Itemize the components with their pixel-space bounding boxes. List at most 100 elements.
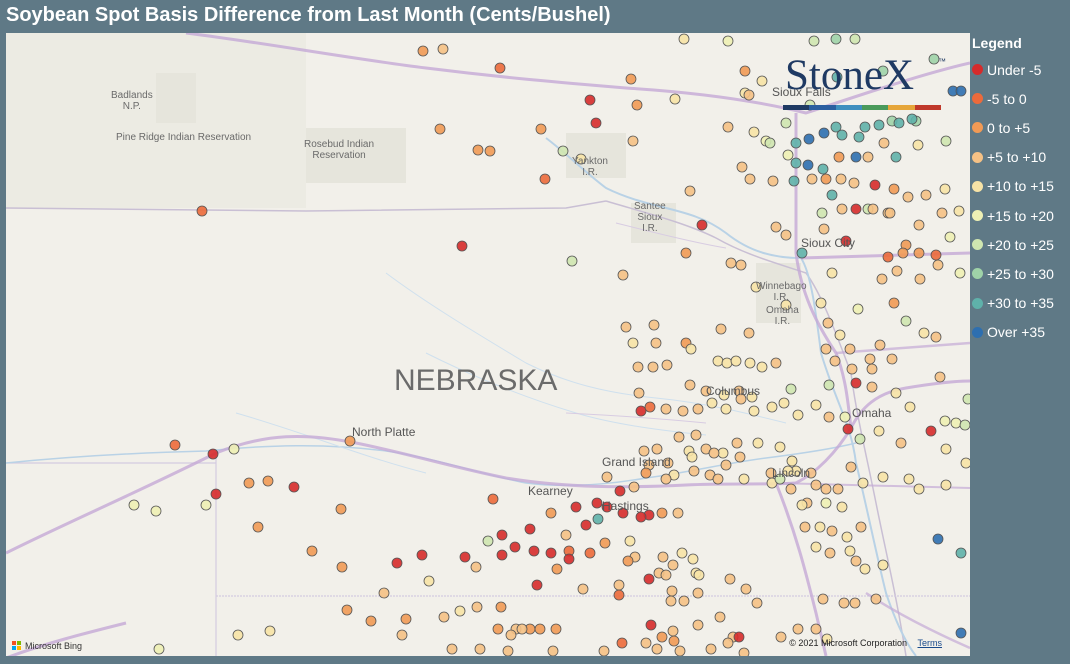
basis-point-marker[interactable] [560, 529, 572, 541]
basis-point-marker[interactable] [832, 483, 844, 495]
basis-point-marker[interactable] [824, 547, 836, 559]
basis-point-marker[interactable] [545, 507, 557, 519]
basis-point-marker[interactable] [262, 475, 274, 487]
basis-point-marker[interactable] [228, 443, 240, 455]
basis-point-marker[interactable] [482, 535, 494, 547]
basis-point-marker[interactable] [601, 501, 613, 513]
basis-point-marker[interactable] [844, 545, 856, 557]
basis-point-marker[interactable] [877, 559, 889, 571]
basis-point-marker[interactable] [877, 65, 889, 77]
basis-point-marker[interactable] [866, 363, 878, 375]
basis-point-marker[interactable] [826, 267, 838, 279]
basis-point-marker[interactable] [715, 323, 727, 335]
basis-point-marker[interactable] [539, 173, 551, 185]
basis-point-marker[interactable] [867, 203, 879, 215]
basis-point-marker[interactable] [692, 403, 704, 415]
basis-point-marker[interactable] [685, 343, 697, 355]
basis-point-marker[interactable] [738, 647, 750, 656]
basis-point-marker[interactable] [551, 563, 563, 575]
basis-point-marker[interactable] [677, 405, 689, 417]
basis-point-marker[interactable] [720, 459, 732, 471]
basis-point-marker[interactable] [805, 467, 817, 479]
basis-point-marker[interactable] [831, 71, 843, 83]
basis-point-marker[interactable] [625, 73, 637, 85]
basis-point-marker[interactable] [888, 183, 900, 195]
basis-point-marker[interactable] [939, 183, 951, 195]
basis-point-marker[interactable] [820, 343, 832, 355]
basis-point-marker[interactable] [826, 525, 838, 537]
basis-point-marker[interactable] [849, 597, 861, 609]
basis-point-marker[interactable] [722, 637, 734, 649]
basis-point-marker[interactable] [859, 563, 871, 575]
basis-point-marker[interactable] [492, 623, 504, 635]
basis-point-marker[interactable] [657, 551, 669, 563]
basis-point-marker[interactable] [391, 557, 403, 569]
basis-point-marker[interactable] [624, 535, 636, 547]
basis-point-marker[interactable] [939, 415, 951, 427]
basis-point-marker[interactable] [598, 645, 610, 656]
basis-point-marker[interactable] [714, 611, 726, 623]
basis-point-marker[interactable] [640, 637, 652, 649]
basis-point-marker[interactable] [563, 553, 575, 565]
basis-point-marker[interactable] [735, 393, 747, 405]
bing-attribution[interactable]: Microsoft Bing [12, 641, 82, 651]
basis-point-marker[interactable] [622, 555, 634, 567]
basis-point-marker[interactable] [423, 575, 435, 587]
basis-point-marker[interactable] [580, 519, 592, 531]
basis-point-marker[interactable] [684, 379, 696, 391]
basis-point-marker[interactable] [740, 583, 752, 595]
basis-point-marker[interactable] [950, 417, 962, 429]
basis-point-marker[interactable] [850, 555, 862, 567]
basis-point-marker[interactable] [496, 529, 508, 541]
basis-point-marker[interactable] [665, 595, 677, 607]
basis-point-marker[interactable] [730, 355, 742, 367]
basis-point-marker[interactable] [833, 151, 845, 163]
basis-point-marker[interactable] [643, 573, 655, 585]
basis-point-marker[interactable] [705, 643, 717, 655]
basis-point-marker[interactable] [884, 207, 896, 219]
basis-point-marker[interactable] [830, 121, 842, 133]
basis-point-marker[interactable] [660, 569, 672, 581]
basis-point-marker[interactable] [252, 521, 264, 533]
legend-item[interactable]: -5 to 0 [972, 84, 1068, 113]
basis-point-marker[interactable] [774, 473, 786, 485]
basis-point-marker[interactable] [955, 547, 967, 559]
basis-point-marker[interactable] [628, 481, 640, 493]
basis-point-marker[interactable] [744, 173, 756, 185]
basis-point-marker[interactable] [613, 579, 625, 591]
basis-point-marker[interactable] [575, 153, 587, 165]
basis-point-marker[interactable] [494, 62, 506, 74]
basis-point-marker[interactable] [686, 451, 698, 463]
basis-point-marker[interactable] [667, 559, 679, 571]
basis-point-marker[interactable] [660, 403, 672, 415]
basis-point-marker[interactable] [472, 144, 484, 156]
basis-point-marker[interactable] [808, 35, 820, 47]
basis-point-marker[interactable] [200, 499, 212, 511]
basis-point-marker[interactable] [662, 457, 674, 469]
basis-point-marker[interactable] [914, 273, 926, 285]
basis-point-marker[interactable] [632, 361, 644, 373]
basis-point-marker[interactable] [750, 281, 762, 293]
basis-point-marker[interactable] [873, 425, 885, 437]
basis-point-marker[interactable] [955, 85, 967, 97]
basis-point-marker[interactable] [306, 545, 318, 557]
basis-point-marker[interactable] [509, 541, 521, 553]
basis-point-marker[interactable] [640, 467, 652, 479]
basis-point-marker[interactable] [878, 137, 890, 149]
basis-point-marker[interactable] [842, 423, 854, 435]
legend-item[interactable]: Under -5 [972, 55, 1068, 84]
basis-point-marker[interactable] [668, 635, 680, 647]
basis-point-marker[interactable] [648, 319, 660, 331]
basis-point-marker[interactable] [785, 383, 797, 395]
basis-point-marker[interactable] [680, 247, 692, 259]
basis-point-marker[interactable] [335, 503, 347, 515]
basis-point-marker[interactable] [731, 437, 743, 449]
basis-point-marker[interactable] [806, 173, 818, 185]
basis-point-marker[interactable] [836, 129, 848, 141]
basis-point-marker[interactable] [913, 247, 925, 259]
basis-point-marker[interactable] [341, 604, 353, 616]
basis-point-marker[interactable] [934, 371, 946, 383]
basis-point-marker[interactable] [810, 623, 822, 635]
basis-point-marker[interactable] [882, 251, 894, 263]
basis-point-marker[interactable] [834, 329, 846, 341]
